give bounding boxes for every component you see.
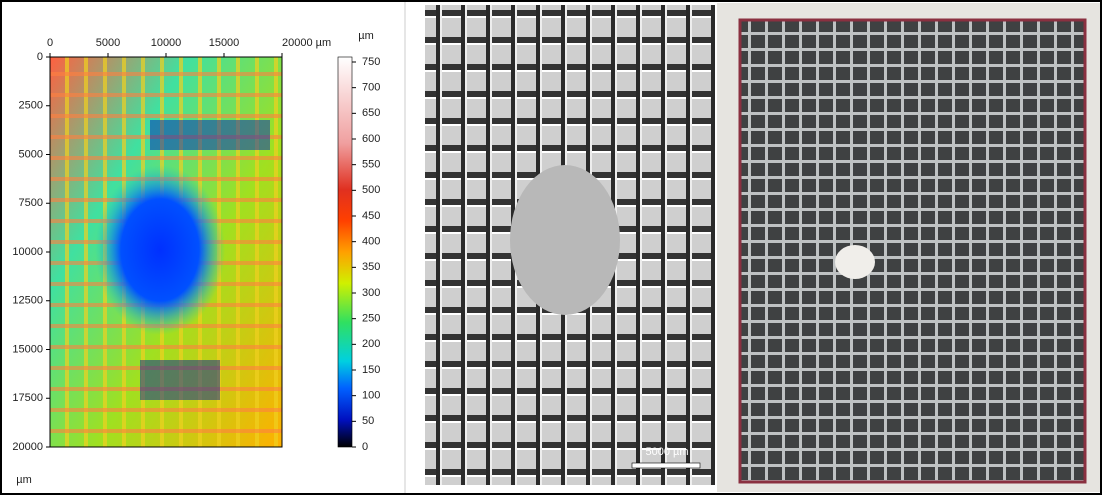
colorbar-tick-label: 650 [362,107,380,119]
y-tick-label: 0 [37,51,43,63]
colorbar-tick-label: 450 [362,210,380,222]
colorbar-tick-label: 500 [362,184,380,196]
colorbar-tick-label: 250 [362,313,380,325]
colorbar-tick-label: 200 [362,338,380,350]
colorbar-unit: µm [358,30,374,42]
colorbar-tick-label: 300 [362,287,380,299]
colorbar [338,57,352,447]
x-tick-label: 0 [47,37,53,49]
colorbar-tick-label: 50 [362,415,374,427]
colorbar-tick-label: 750 [362,56,380,68]
figure: µm µm 05000100001500020000 µm02500500075… [0,0,1102,495]
y-tick-label: 10000 [12,246,43,258]
colorbar-tick-label: 400 [362,236,380,248]
colorbar-tick-label: 100 [362,390,380,402]
gray-image [425,5,715,485]
colorbar-tick-label: 550 [362,159,380,171]
scale-bar-label: 5000 µm [645,446,688,458]
height-map [50,57,282,447]
colorbar-tick-label: 700 [362,82,380,94]
colorbar-tick-label: 600 [362,133,380,145]
x-tick-label: 20000 µm [282,37,331,49]
colorbar-tick-label: 0 [362,441,368,453]
y-tick-label: 20000 [12,441,43,453]
photo [717,3,1100,492]
x-tick-label: 5000 [96,37,120,49]
y-tick-label: 15000 [12,343,43,355]
y-unit: µm [16,474,32,486]
y-tick-label: 2500 [19,100,43,112]
y-tick-label: 12500 [12,295,43,307]
x-tick-label: 15000 [209,37,240,49]
x-tick-label: 10000 [151,37,182,49]
y-tick-label: 17500 [12,392,43,404]
y-tick-label: 5000 [19,148,43,160]
colorbar-tick-label: 150 [362,364,380,376]
y-tick-label: 7500 [19,197,43,209]
colorbar-tick-label: 350 [362,261,380,273]
